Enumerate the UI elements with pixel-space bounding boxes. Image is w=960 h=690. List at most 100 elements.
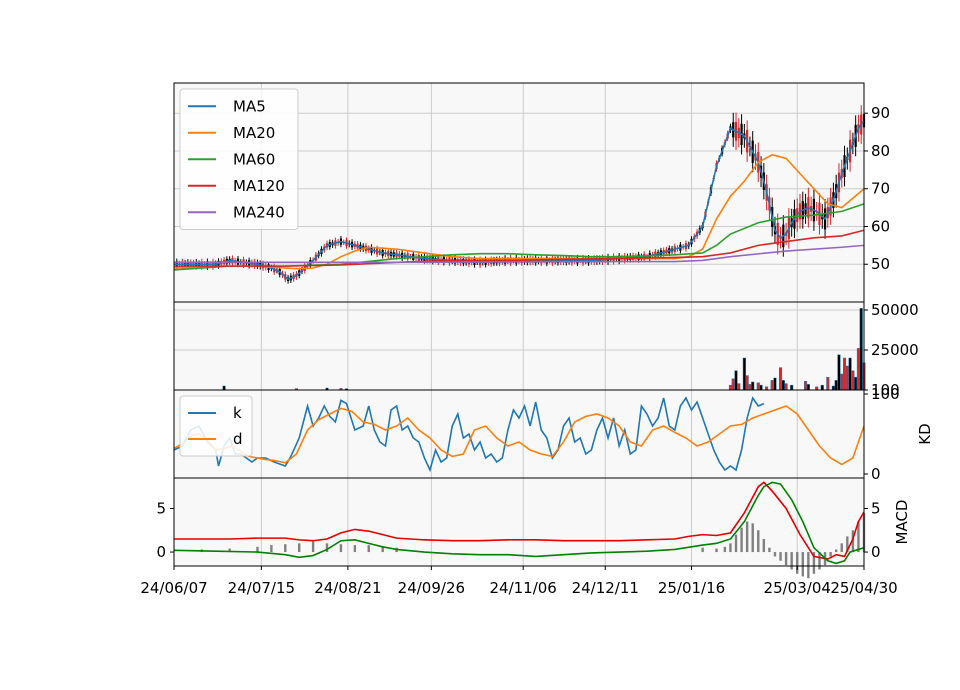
x-tick-label-8: 25/04/30: [830, 579, 897, 597]
line-signal: [173, 481, 865, 565]
macd-hist-bar: [311, 541, 315, 553]
macd-hist-bar: [773, 552, 777, 557]
volume-bar: [820, 384, 824, 391]
volume-bar: [804, 380, 808, 391]
x-tick-label-4: 24/11/06: [489, 579, 556, 597]
volume-bar: [731, 378, 735, 391]
x-tick-label-6: 25/01/16: [658, 579, 725, 597]
macd-hist-bar: [784, 552, 788, 566]
volume-bar: [856, 348, 860, 391]
price-tick-label-80: 80: [871, 142, 890, 160]
macd-hist-bar: [807, 552, 810, 579]
price-tick-label-90: 90: [871, 104, 890, 122]
volume-bar: [728, 384, 733, 391]
macd-hist-bar: [779, 552, 782, 561]
volume-bar: [834, 380, 838, 391]
price-legend-label-MA120: MA120: [233, 177, 285, 195]
kd-tick-label-0: 0: [871, 465, 881, 483]
macd-hist-bar: [762, 538, 766, 553]
macd-hist-bar: [790, 552, 793, 570]
x-tick-label-2: 24/08/21: [314, 579, 381, 597]
macd-hist-bar: [851, 530, 855, 553]
volume-bar: [751, 381, 755, 391]
volume-bar: [778, 367, 783, 391]
macd-hist-bar: [740, 527, 743, 553]
volume-bar: [854, 376, 858, 391]
macd-axis-title: MACD: [893, 500, 911, 545]
macd-hist-bar: [325, 543, 329, 553]
macd-hist-bar: [715, 548, 718, 553]
volume-bar: [773, 377, 777, 391]
kd-tick-label-100: 100: [871, 385, 900, 403]
macd-hist-bar: [796, 552, 799, 574]
volume-tick-label-bottom: 100: [871, 381, 900, 399]
price-tick-label-50: 50: [871, 255, 890, 273]
price-legend-label-MA20: MA20: [233, 124, 275, 142]
macd-hist-bar: [729, 543, 732, 553]
macd-hist-bar: [284, 544, 287, 553]
kd-legend: kd: [179, 395, 253, 457]
line-ma120: [174, 229, 865, 267]
macd-hist-bar: [723, 546, 727, 553]
volume-bar: [770, 380, 774, 391]
volume-bar: [781, 380, 785, 391]
macd-hist-bar: [353, 545, 357, 553]
volume-bar: [737, 383, 741, 391]
volume-bar: [748, 384, 752, 391]
macd-panel-bg: [174, 478, 864, 566]
price-legend-label-MA240: MA240: [233, 203, 285, 221]
macd-hist-bar: [829, 552, 832, 557]
macd-hist-bar: [339, 544, 343, 553]
volume-bar: [840, 373, 844, 391]
macd-hist-bar: [701, 547, 704, 553]
volume-bar: [848, 357, 852, 391]
kd-legend-label-k: k: [233, 404, 242, 422]
price-legend-box: [179, 88, 299, 230]
volume-bar: [859, 308, 863, 391]
volume-bar: [831, 385, 835, 391]
price-legend: MA5 MA20 MA60 MA120 MA240: [179, 88, 299, 230]
macd-hist-bar: [367, 545, 370, 553]
macd-hist-bar: [818, 552, 821, 570]
kd-panel-bg: [174, 390, 864, 478]
macd-hist-bar: [745, 521, 749, 553]
price-tick-label-70: 70: [871, 180, 890, 198]
macd-right-tick-label-5: 5: [871, 499, 881, 517]
volume-bar: [734, 370, 738, 391]
volume-bar: [745, 375, 749, 391]
macd-hist-bar: [228, 548, 231, 553]
volume-bar: [826, 376, 830, 391]
line-kd-d: [173, 405, 865, 466]
volume-bar: [742, 357, 746, 391]
line-macd: [174, 481, 865, 560]
price-legend-label-MA5: MA5: [233, 97, 266, 115]
volume-bar: [806, 384, 810, 391]
volume-bar: [837, 354, 841, 391]
x-tick-label-7: 25/03/04: [764, 579, 831, 597]
macd-hist-bar: [846, 536, 849, 553]
x-tick-label-1: 24/07/15: [228, 579, 295, 597]
macd-hist-bar: [256, 546, 259, 553]
price-legend-label-MA60: MA60: [233, 150, 275, 168]
macd-hist-bar: [298, 543, 301, 553]
volume-bar: [759, 384, 763, 391]
volume-tick-label-25000: 25000: [871, 341, 919, 359]
macd-hist-bar: [801, 552, 804, 577]
macd-hist-bar: [834, 549, 838, 553]
kd-axis-title: KD: [916, 423, 934, 444]
vol-panel-bg: [174, 302, 864, 390]
volume-bar: [842, 357, 847, 391]
volume-bar: [222, 385, 226, 391]
macd-hist-bar: [840, 543, 843, 553]
kd-legend-label-d: d: [233, 430, 243, 448]
macd-hist-bar: [734, 534, 738, 553]
volume-bar: [784, 383, 788, 391]
kd-legend-box: [179, 395, 253, 457]
x-tick-label-3: 24/09/26: [398, 579, 465, 597]
macd-left-tick-label-5: 5: [156, 499, 166, 517]
macd-right-tick-label-0: 0: [871, 543, 881, 561]
macd-hist-bar: [857, 521, 860, 553]
x-tick-label-5: 24/12/11: [572, 579, 639, 597]
